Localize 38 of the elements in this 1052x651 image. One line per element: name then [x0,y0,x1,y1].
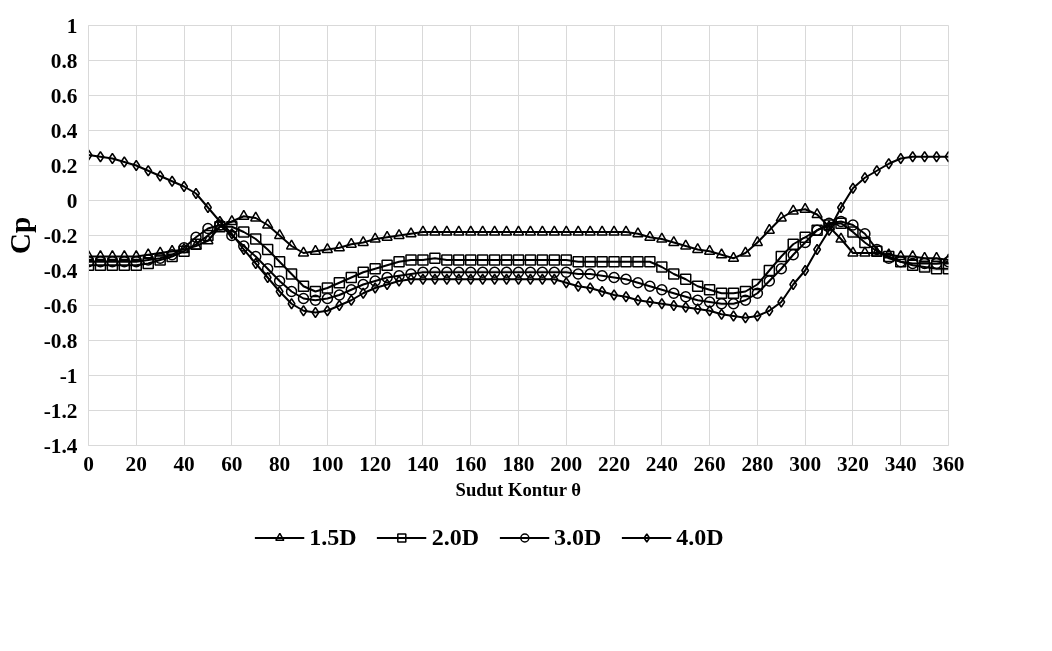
legend-label: 2.0D [431,523,479,551]
x-tick-label: 320 [836,451,869,476]
legend-label: 4.0D [676,523,724,551]
x-tick-label: 80 [268,451,291,476]
x-tick-label: 100 [311,451,344,476]
x-tick-label: 180 [502,451,535,476]
y-tick-label: -1.4 [43,433,78,458]
x-tick-label: 360 [932,451,965,476]
y-tick-label: 0.2 [50,153,78,178]
x-tick-label: 60 [221,451,243,476]
x-tick-label: 280 [741,451,774,476]
y-tick-label: -0.8 [43,328,78,353]
y-tick-label: -0.4 [43,258,78,283]
y-tick-label: 0.6 [50,83,78,108]
x-axis-title: Sudut Kontur θ [455,478,582,500]
y-tick-label: -1 [59,363,78,388]
y-axis-title: Cp [3,216,36,255]
x-tick-label: 40 [173,451,195,476]
x-tick-label: 140 [406,451,439,476]
y-tick-label: 0.8 [50,48,78,73]
y-tick-label: 0.4 [50,118,78,143]
x-tick-label: 120 [359,451,392,476]
y-tick-label: -0.6 [43,293,78,318]
x-tick-label: 0 [83,451,94,476]
legend-label: 1.5D [309,523,357,551]
x-tick-label: 340 [884,451,917,476]
x-tick-label: 220 [598,451,631,476]
x-tick-label: 20 [125,451,147,476]
y-tick-label: -1.2 [43,398,78,423]
x-tick-label: 260 [693,451,726,476]
x-tick-label: 200 [550,451,583,476]
x-tick-label: 300 [789,451,822,476]
y-tick-label: 0 [66,188,78,213]
y-tick-label: 1 [66,13,78,38]
legend-label: 3.0D [554,523,602,551]
x-tick-label: 160 [454,451,487,476]
x-tick-label: 240 [645,451,678,476]
y-tick-label: -0.2 [43,223,78,248]
